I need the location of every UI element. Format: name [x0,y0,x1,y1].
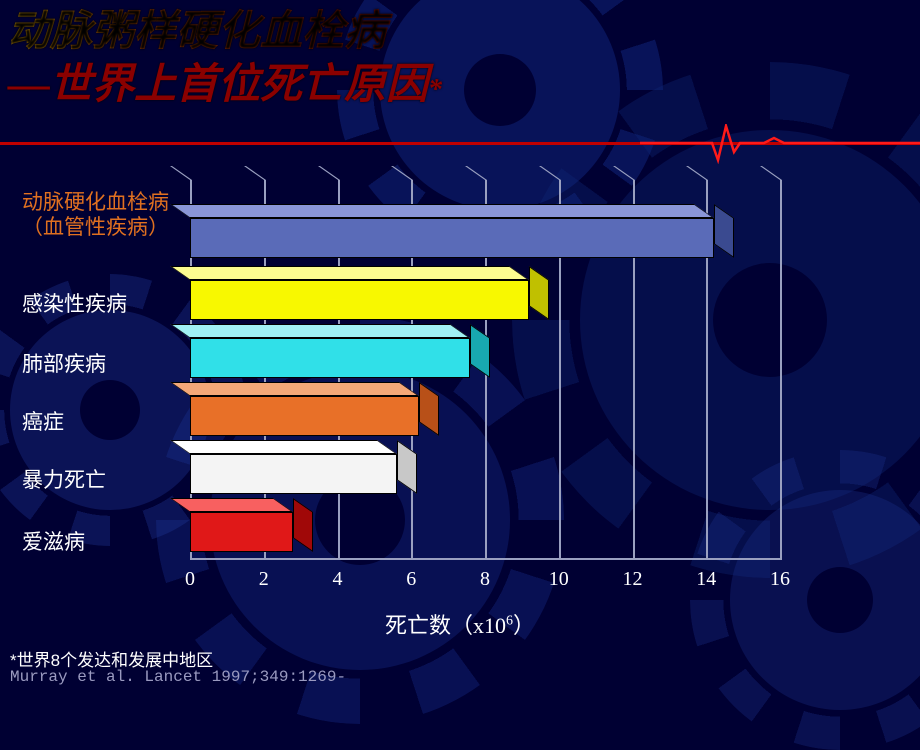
bar [190,512,293,552]
x-tick-label: 6 [406,568,416,591]
category-label: 肺部疾病 [22,352,192,377]
x-tick-label: 0 [185,568,195,591]
footnote-citation: Murray et al. Lancet 1997;349:1269- [10,668,346,686]
title-line-1: 动脉粥样硬化血栓病 [8,6,442,59]
title-line-2: —世界上首位死亡原因* [8,59,442,112]
category-label: 感染性疾病 [22,292,192,317]
x-tick-label: 16 [770,568,790,591]
x-axis-title: 死亡数（x106） [0,608,920,640]
category-label: 癌症 [22,410,192,435]
bar-chart: 0246810121416 [190,180,820,560]
bar [190,218,714,258]
title-line-2-text: —世界上首位死亡原因 [8,62,428,108]
x-tick-label: 10 [549,568,569,591]
bar [190,338,470,378]
category-label: 爱滋病 [22,530,192,555]
ecg-icon [0,124,920,164]
slide-title: 动脉粥样硬化血栓病 —世界上首位死亡原因* [8,6,442,111]
title-asterisk: * [428,74,442,105]
bar [190,454,397,494]
chart-plot-area [190,180,780,560]
category-label: 动脉硬化血栓病（血管性疾病） [22,190,192,240]
x-tick-label: 8 [480,568,490,591]
bar [190,280,529,320]
category-label: 暴力死亡 [22,468,192,493]
x-tick-label: 2 [259,568,269,591]
x-tick-label: 4 [333,568,343,591]
title-underline-row [0,130,920,160]
x-tick-label: 12 [623,568,643,591]
bar [190,396,419,436]
x-tick-label: 14 [696,568,716,591]
